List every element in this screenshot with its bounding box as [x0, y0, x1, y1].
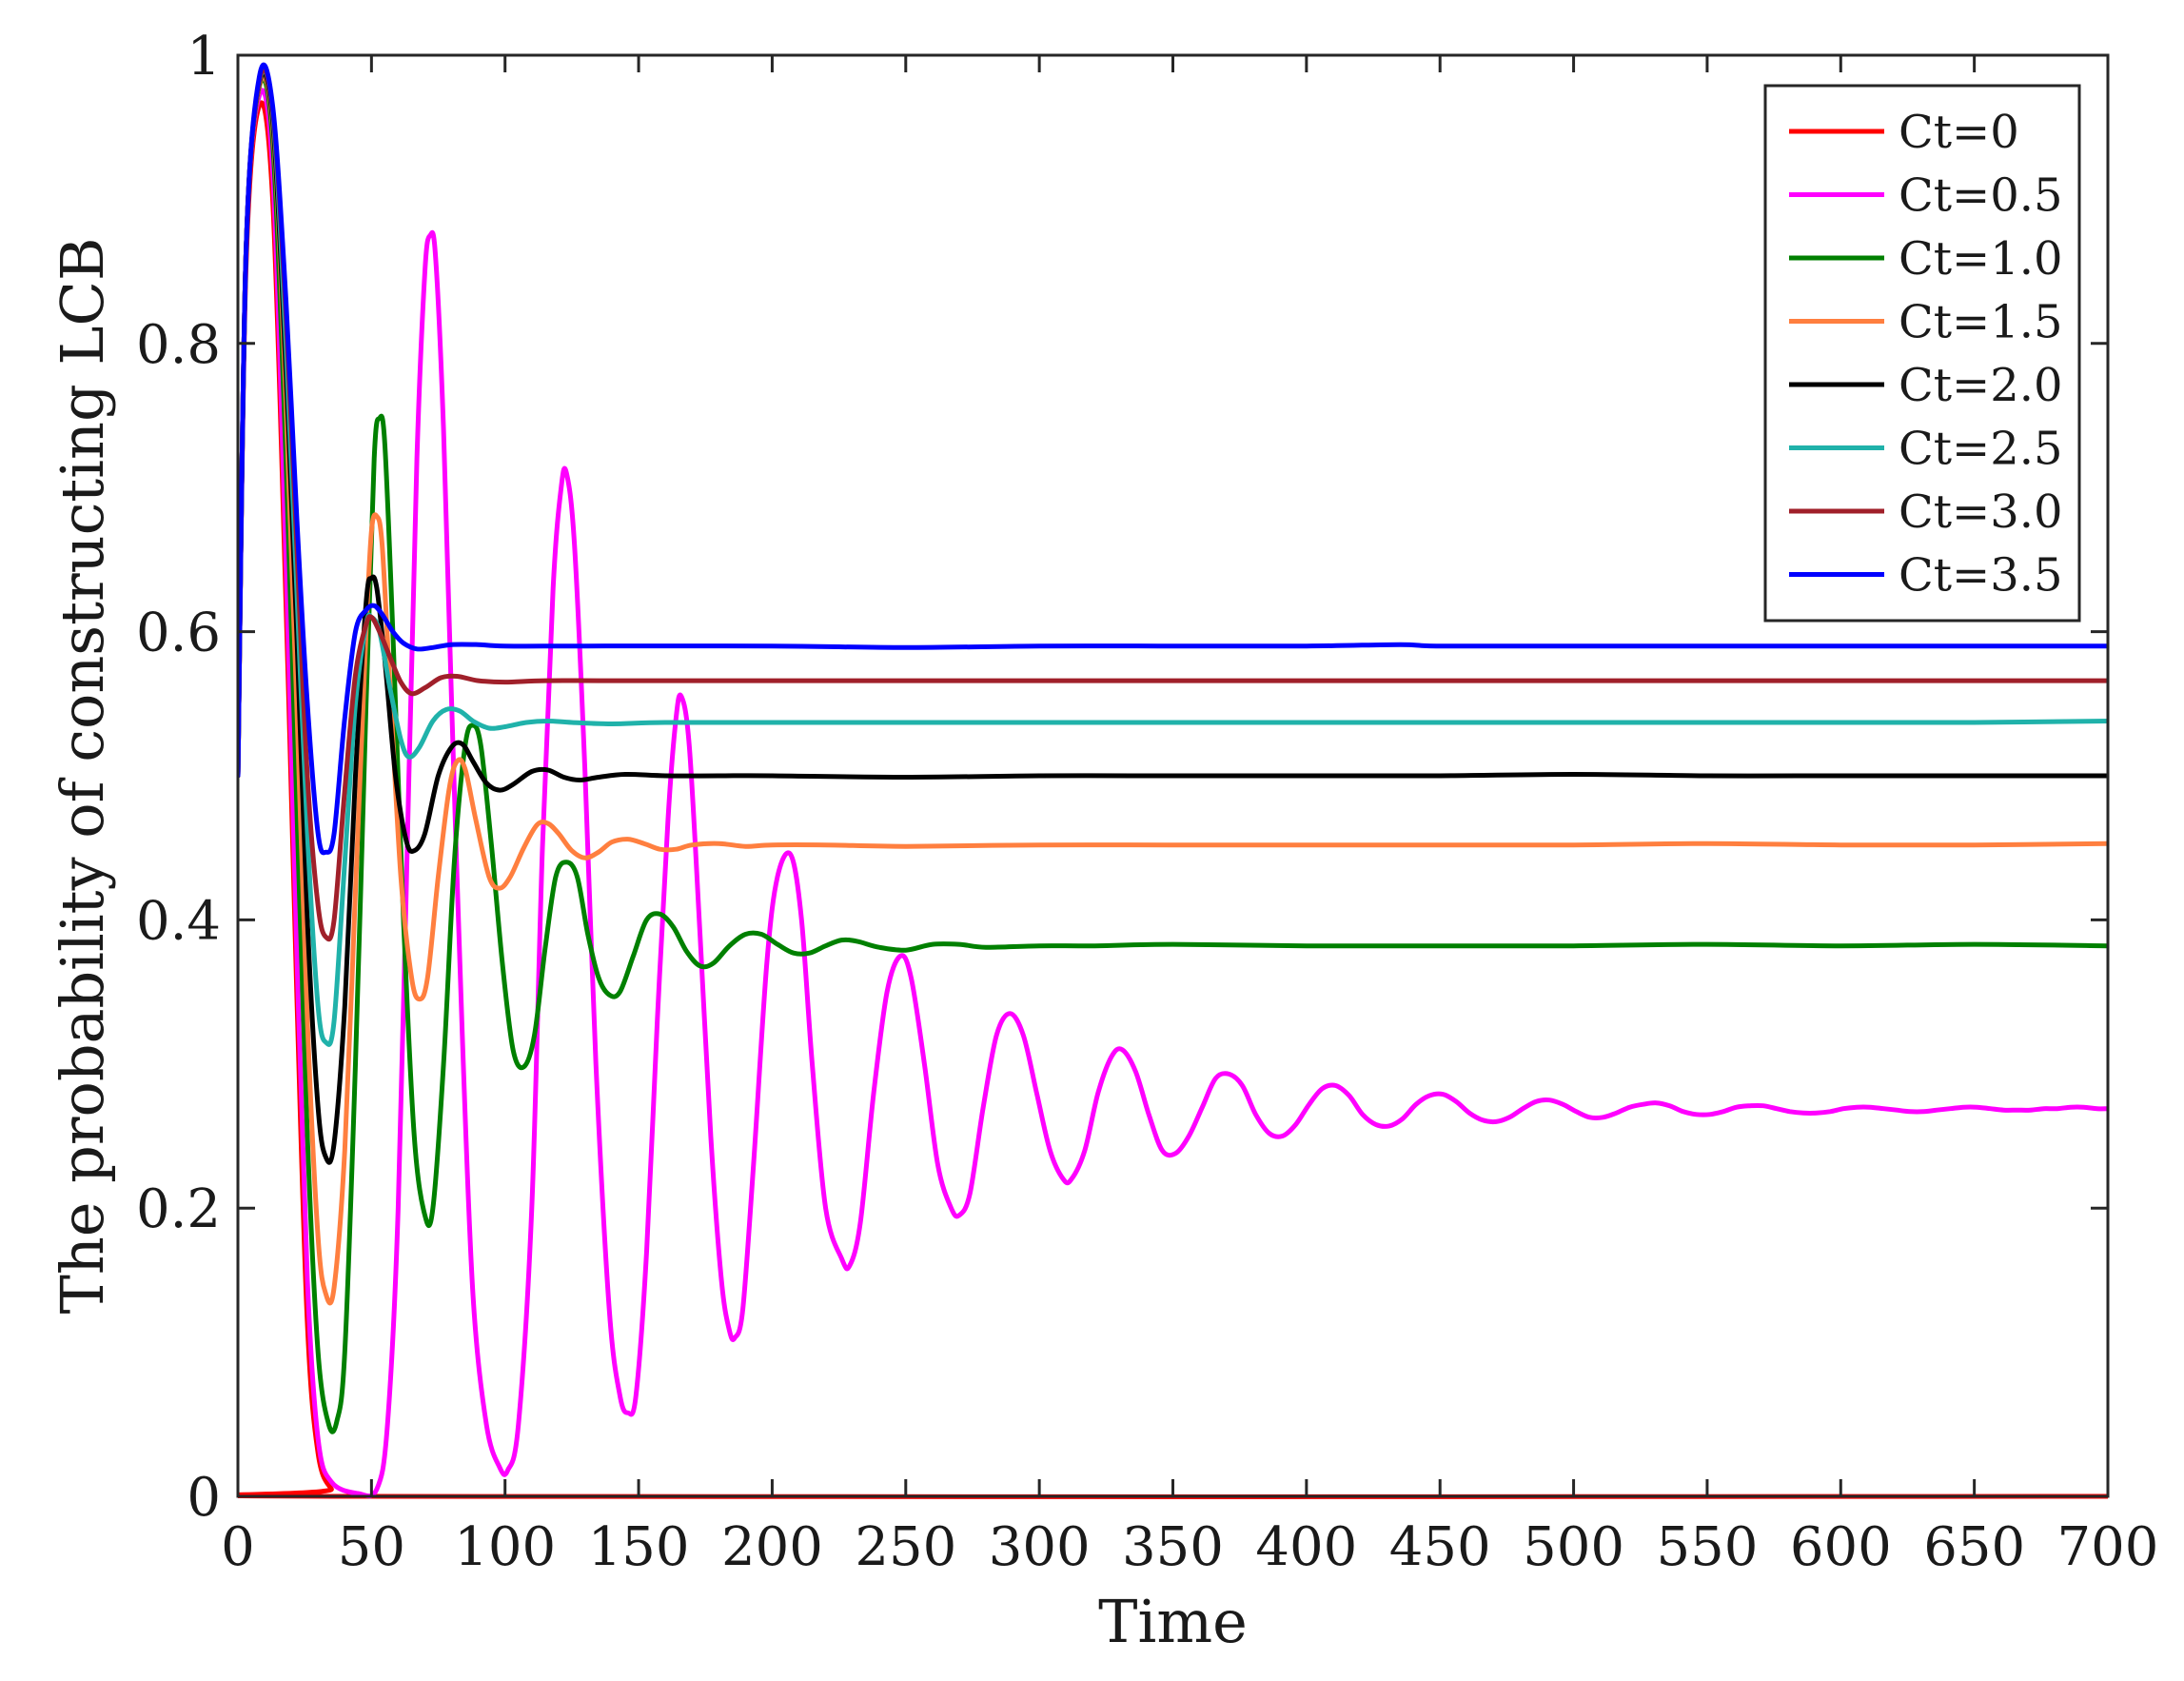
x-tick-label: 350	[1122, 1516, 1224, 1578]
series-line-3	[238, 73, 2108, 1306]
x-tick-label: 200	[721, 1516, 823, 1578]
x-tick-label: 0	[221, 1516, 255, 1578]
ticks-layer	[236, 53, 2110, 1498]
legend-label-5: Ct=2.5	[1899, 423, 2063, 476]
tick-labels: 0 50 100 150 200 250 300 350 400 450 500 550 600 650 7…	[136, 26, 2159, 1578]
x-tick-label: 300	[989, 1516, 1091, 1578]
legend-label-2: Ct=1.0	[1899, 232, 2063, 286]
y-tick-label: 1	[187, 26, 221, 88]
x-tick-label: 700	[2057, 1516, 2159, 1578]
legend-label-3: Ct=1.5	[1899, 296, 2063, 349]
series-line-2	[238, 76, 2108, 1434]
legend-label-0: Ct=0	[1899, 106, 2019, 159]
legend: Ct=0 Ct=0.5 Ct=1.0 Ct=1.5 Ct=2.0 Ct=2.5 Ct=3.0…	[1763, 84, 2081, 623]
y-axis-title: The probability of constructing LCB	[48, 237, 117, 1314]
y-tick-label: 0.6	[136, 603, 221, 664]
y-tick-label: 0	[187, 1467, 221, 1529]
x-tick-label: 600	[1790, 1516, 1892, 1578]
x-tick-label: 550	[1656, 1516, 1758, 1578]
x-tick-label: 250	[855, 1516, 956, 1578]
x-axis-title: Time	[1098, 1587, 1248, 1656]
series-line-1	[238, 88, 2108, 1499]
series-layer	[238, 62, 2108, 1500]
legend-box	[1763, 84, 2081, 623]
legend-label-4: Ct=2.0	[1899, 359, 2063, 412]
legend-label-1: Ct=0.5	[1899, 169, 2063, 223]
x-tick-label: 650	[1923, 1516, 2025, 1578]
y-tick-label: 0.2	[136, 1178, 221, 1240]
x-tick-label: 450	[1389, 1516, 1491, 1578]
x-tick-label: 50	[338, 1516, 405, 1578]
legend-label-7: Ct=3.5	[1899, 549, 2063, 603]
x-tick-label: 100	[454, 1516, 556, 1578]
series-line-7	[238, 62, 2108, 856]
x-tick-label: 150	[588, 1516, 690, 1578]
x-tick-label: 400	[1255, 1516, 1357, 1578]
x-tick-label: 500	[1523, 1516, 1624, 1578]
y-tick-label: 0.4	[136, 890, 221, 952]
legend-label-6: Ct=3.0	[1899, 485, 2063, 539]
y-tick-label: 0.8	[136, 314, 221, 376]
